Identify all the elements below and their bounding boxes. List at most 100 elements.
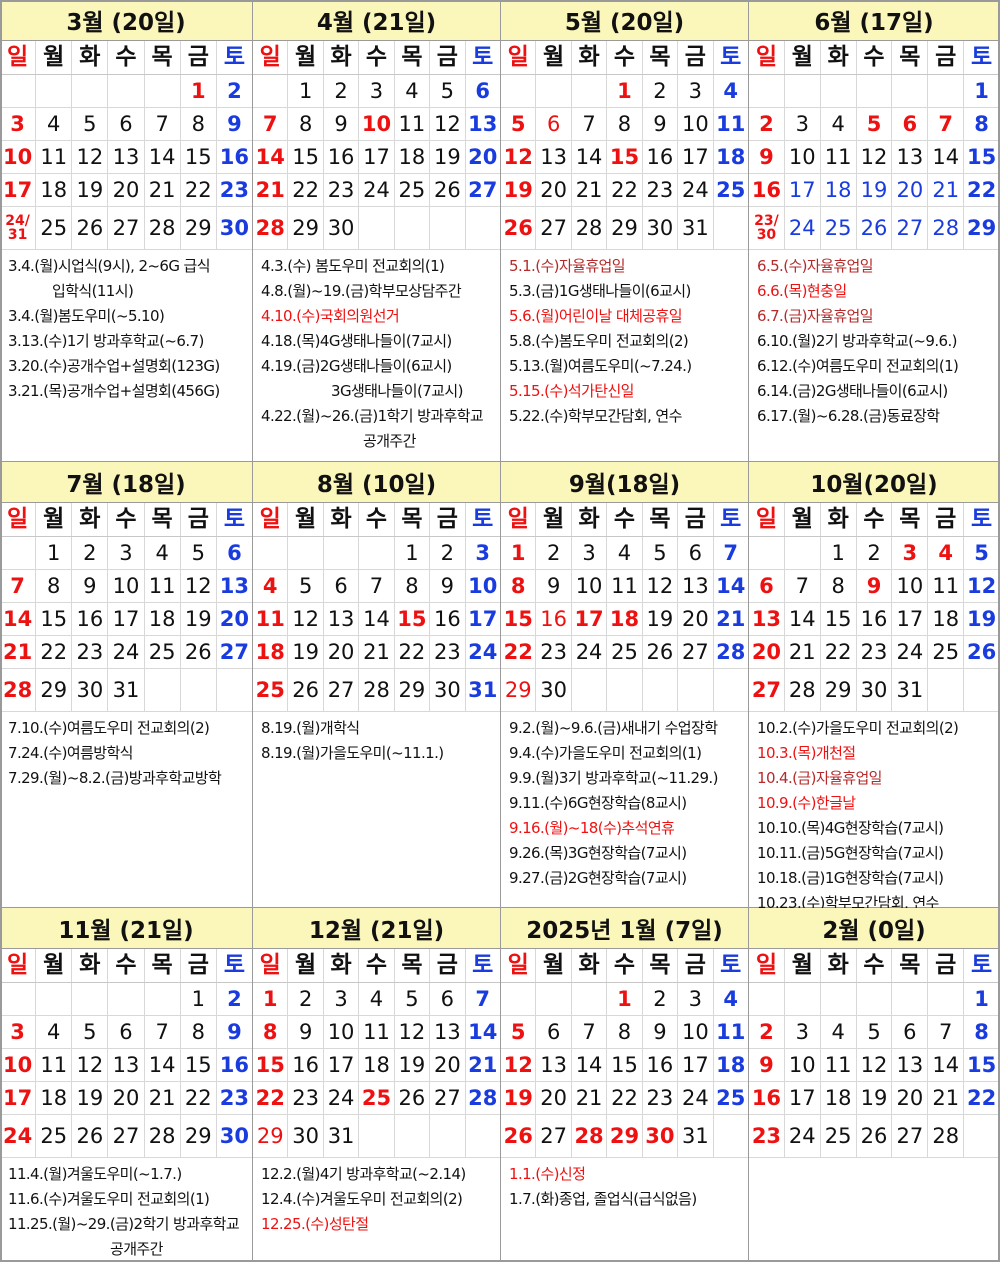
empty-day-cell: [714, 207, 748, 249]
day-cell: 15: [395, 603, 431, 635]
week-row: 7 8 9 10 11 12 13: [0, 570, 252, 603]
event-notes: 9.2.(월)~9.6.(금)새내기 수업장학 9.4.(수)가을도우미 전교회의…: [501, 712, 748, 891]
day-cell: 10: [572, 570, 608, 602]
week-row: 22 23 24 25 26 27 28: [253, 1082, 500, 1115]
day-cell: 14: [145, 141, 181, 173]
event-note: 11.6.(수)겨울도우미 전교회의(1): [8, 1190, 210, 1208]
day-cell: 4: [36, 1016, 73, 1048]
day-cell: 12: [643, 570, 679, 602]
empty-day-cell: [395, 207, 431, 249]
event-note: 3.13.(수)1기 방과후학교(~6.7): [8, 332, 204, 350]
day-cell: 19: [395, 1049, 431, 1081]
day-cell: 27: [468, 178, 498, 202]
day-cell: 8: [36, 570, 73, 602]
empty-day-cell: [395, 1115, 431, 1157]
day-cell: 2: [288, 983, 324, 1015]
day-cell: 5: [288, 570, 324, 602]
weekday-label: 화: [324, 503, 360, 536]
day-cell: 15: [607, 141, 643, 173]
day-cell: 14: [359, 603, 395, 635]
week-row: 25 26 27 28 29 30 31: [253, 669, 500, 712]
day-cell: 15: [181, 141, 217, 173]
day-cell: 24: [468, 640, 498, 664]
weekday-label: 목: [643, 503, 679, 536]
day-cell: 7: [572, 1016, 608, 1048]
day-cell: 18: [928, 603, 965, 635]
day-cell: 14: [0, 603, 37, 635]
day-cell: 2: [749, 1016, 785, 1048]
day-cell: 15: [501, 603, 537, 635]
day-cell: 24: [108, 636, 145, 668]
weekday-label: 금: [928, 41, 965, 74]
weekday-label: 수: [108, 949, 145, 982]
day-cell: 12: [857, 1049, 893, 1081]
day-cell: 25: [716, 1086, 746, 1110]
day-cell: 17: [0, 174, 37, 206]
day-cell: 30: [72, 669, 109, 711]
empty-day-cell: [749, 537, 785, 569]
month-title: 11월 (21일): [0, 908, 252, 949]
weekday-label: 토: [720, 44, 742, 70]
day-cell: 5: [501, 108, 537, 140]
empty-day-cell: [607, 669, 643, 711]
day-cell: 11: [716, 112, 746, 136]
day-cell: 3: [678, 75, 714, 107]
event-note: 5.13.(월)여름도우미(~7.24.): [509, 357, 692, 375]
empty-day-cell: [359, 1115, 395, 1157]
day-cell: 28: [928, 207, 965, 249]
weekday-label: 화: [821, 503, 857, 536]
event-note: 6.14.(금)2G생태나들이(6교시): [757, 382, 948, 400]
month-panel: 5월 (20일) 일 월 화 수 목 금 토 1 2 3 4 5 6 7 8 9 10 11 12 13 14 15 16 17…: [501, 0, 749, 462]
day-cell: 15: [607, 1049, 643, 1081]
day-cell: 20: [108, 1082, 145, 1114]
weekday-label: 일: [0, 503, 37, 536]
empty-day-cell: [749, 75, 785, 107]
day-cell: 16: [643, 1049, 679, 1081]
day-cell: 9: [643, 108, 679, 140]
day-cell: 13: [892, 1049, 929, 1081]
empty-day-cell: [785, 537, 821, 569]
day-cell: 14: [928, 1049, 965, 1081]
day-cell: 15: [966, 1053, 997, 1077]
event-note: 10.2.(수)가을도우미 전교회의(2): [757, 719, 959, 737]
day-cell: 13: [749, 603, 785, 635]
day-cell: 28: [253, 207, 289, 249]
day-cell: 1: [395, 537, 431, 569]
month-panel: 3월 (20일) 일 월 화 수 목 금 토 1 2 3 4 5 6 7 8 9 10 11 12 13 14 15 16 17…: [0, 0, 253, 462]
day-cell: 17: [572, 603, 608, 635]
empty-day-cell: [964, 669, 999, 711]
day-cell: 27: [749, 669, 785, 711]
weekday-label: 토: [472, 44, 494, 70]
day-cell: 16: [749, 1082, 785, 1114]
day-cell: 7: [928, 1016, 965, 1048]
day-cell: 5: [181, 537, 217, 569]
day-cell: 25: [36, 1115, 73, 1157]
weekday-label: 토: [971, 952, 993, 978]
day-cell: 31: [678, 207, 714, 249]
empty-day-cell: [36, 75, 73, 107]
day-cell: 12: [395, 1016, 431, 1048]
day-cell: 10: [108, 570, 145, 602]
empty-day-cell: [785, 75, 821, 107]
day-cell: 8: [607, 1016, 643, 1048]
week-row: 6 7 8 9 10 11 12: [749, 570, 999, 603]
month-title: 6월 (17일): [749, 0, 999, 41]
day-cell: 1: [974, 987, 989, 1011]
event-note: 3.4.(월)봄도우미(~5.10): [8, 307, 165, 325]
month-title: 10월(20일): [749, 462, 999, 503]
month-title: 7월 (18일): [0, 462, 252, 503]
day-cell: 19: [966, 607, 997, 631]
weekday-label: 월: [536, 503, 572, 536]
day-cell: 19: [288, 636, 324, 668]
weekday-label: 월: [36, 949, 73, 982]
day-cell: 19: [72, 174, 109, 206]
day-cell: 2: [324, 75, 360, 107]
event-note: 9.11.(수)6G현장학습(8교시): [509, 794, 687, 812]
day-cell: 31: [892, 669, 929, 711]
empty-day-cell: [288, 537, 324, 569]
week-row: 28 29 30: [253, 207, 500, 250]
day-cell: 18: [359, 1049, 395, 1081]
day-cell: 17: [468, 607, 498, 631]
